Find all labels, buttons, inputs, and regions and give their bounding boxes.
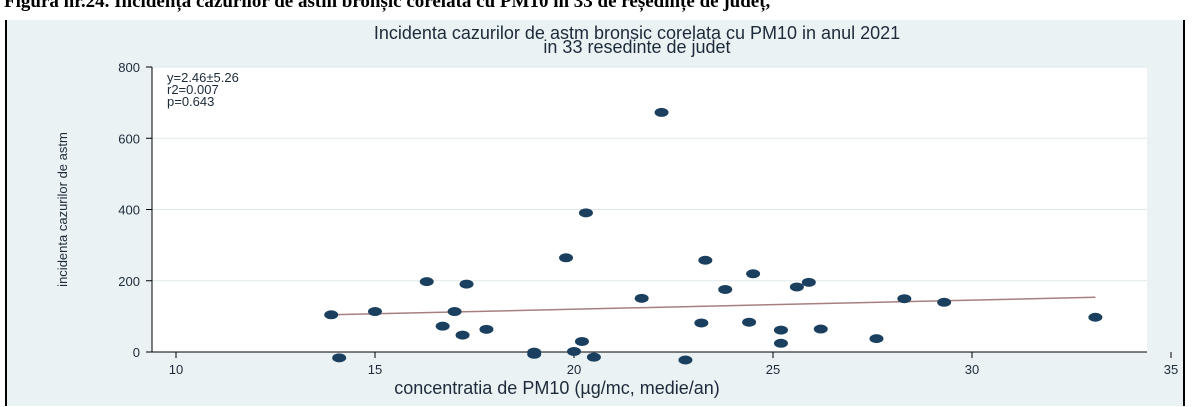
data-point xyxy=(634,293,649,303)
annotation-text: p=0.643 xyxy=(167,94,214,109)
y-ticks: 0 200 400 600 800 xyxy=(118,60,152,360)
y-tick-label: 400 xyxy=(118,203,140,218)
data-point xyxy=(897,294,912,304)
y-axis-label: incidenta cazurilor de astm xyxy=(55,132,70,287)
y-tick-label: 600 xyxy=(118,131,140,146)
data-point xyxy=(419,277,434,287)
data-point xyxy=(332,353,347,363)
data-point xyxy=(368,307,382,317)
data-point xyxy=(586,352,601,362)
data-point xyxy=(578,208,593,218)
y-tick-label: 800 xyxy=(118,60,140,75)
data-point xyxy=(479,324,494,334)
x-ticks: 10 15 20 25 30 35 xyxy=(169,352,1178,377)
data-point xyxy=(869,334,884,344)
data-point xyxy=(654,107,669,117)
figure-frame: Incidenta cazurilor de astm bronsic core… xyxy=(5,20,1185,406)
data-point xyxy=(559,253,574,263)
annotation-text: r2=0.007 xyxy=(167,82,219,97)
data-point xyxy=(789,282,804,292)
data-point xyxy=(813,324,828,334)
data-point xyxy=(694,318,709,328)
data-point xyxy=(678,355,693,365)
data-point xyxy=(455,330,470,340)
x-tick-label: 25 xyxy=(766,362,780,377)
data-point xyxy=(742,317,757,327)
data-point xyxy=(574,336,589,346)
annotation-text: y=2.46±5.26 xyxy=(167,70,239,85)
data-point xyxy=(746,269,761,279)
x-tick-label: 30 xyxy=(965,362,979,377)
data-points xyxy=(324,107,1103,365)
x-tick-label: 35 xyxy=(1164,362,1178,377)
data-point xyxy=(435,321,450,331)
data-point xyxy=(801,277,816,287)
data-point xyxy=(698,255,713,265)
y-tick-label: 0 xyxy=(133,345,140,360)
data-point xyxy=(773,325,788,335)
figure-caption: Figura nr.24. Incidența cazurilor de ast… xyxy=(4,0,771,12)
chart-subtitle: in 33 resedinte de judet xyxy=(543,37,730,57)
x-axis-label: concentratia de PM10 (µg/mc, medie/an) xyxy=(394,378,720,398)
data-point xyxy=(937,297,952,307)
data-point xyxy=(773,338,788,348)
data-point xyxy=(718,284,733,294)
x-tick-label: 15 xyxy=(368,362,382,377)
x-tick-label: 20 xyxy=(567,362,581,377)
gridlines xyxy=(152,66,1147,282)
data-point xyxy=(447,307,462,317)
data-point xyxy=(1088,312,1103,322)
data-point xyxy=(459,279,474,289)
data-point xyxy=(527,349,542,359)
y-tick-label: 200 xyxy=(118,274,140,289)
data-point xyxy=(324,310,339,320)
data-point xyxy=(567,346,581,356)
scatter-chart: Incidenta cazurilor de astm bronsic core… xyxy=(7,20,1183,406)
chart-title: Incidenta cazurilor de astm bronsic core… xyxy=(374,23,900,43)
x-tick-label: 10 xyxy=(169,362,183,377)
